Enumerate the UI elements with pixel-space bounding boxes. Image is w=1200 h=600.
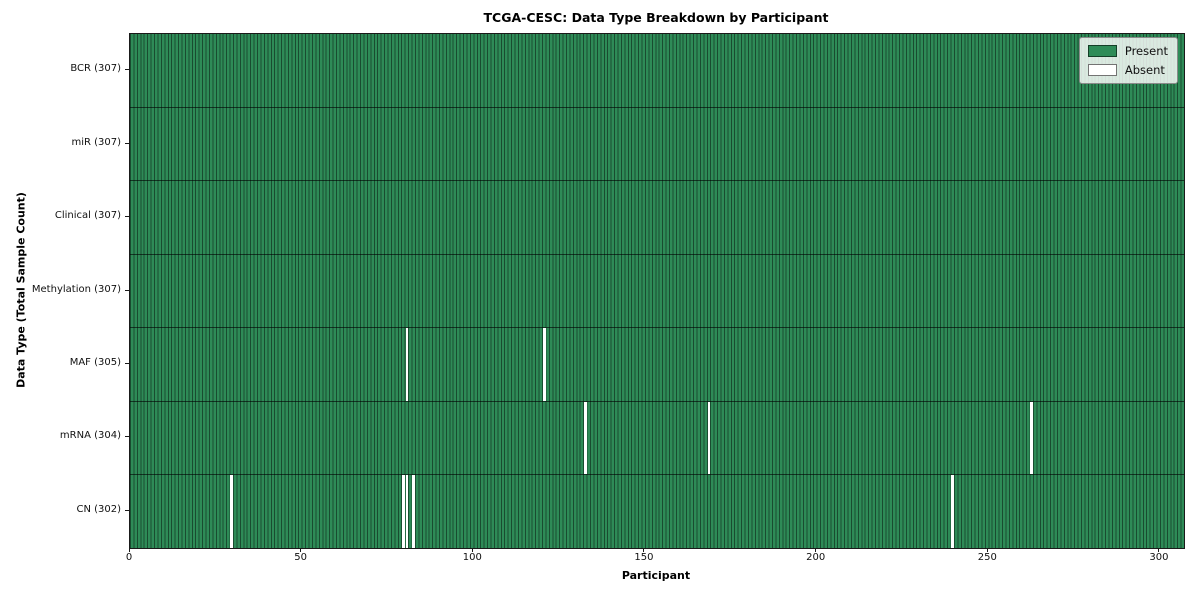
legend-item-present: Present: [1087, 44, 1168, 58]
absent-cell: [1030, 401, 1034, 475]
legend-item-absent: Absent: [1087, 63, 1168, 77]
x-tick-mark: [1158, 548, 1160, 552]
y-tick-label: Clinical (307): [54, 210, 121, 222]
heatmap-row-cn: [130, 474, 1184, 549]
heatmap-row-clinical: [130, 180, 1184, 254]
legend-label: Absent: [1124, 63, 1165, 77]
y-tick-mark: [125, 142, 129, 144]
legend: Present Absent: [1078, 37, 1178, 84]
x-tick-label: 150: [634, 552, 654, 563]
x-axis-label: Participant: [621, 569, 691, 582]
absent-cell: [707, 401, 711, 475]
absent-cell: [405, 328, 409, 401]
x-tick-label: 250: [977, 552, 997, 563]
y-tick-label: mRNA (304): [59, 430, 121, 442]
absent-cell: [412, 475, 416, 549]
absent-cell: [405, 475, 409, 549]
x-tick-mark: [471, 548, 473, 552]
heatmap-row-mrna: [130, 400, 1184, 475]
y-tick-mark: [125, 69, 129, 71]
x-tick-label: 300: [1149, 552, 1169, 563]
y-tick-label: CN (302): [76, 503, 121, 515]
x-tick-mark: [300, 548, 302, 552]
y-tick-label: miR (307): [71, 136, 121, 148]
legend-swatch-present: [1087, 45, 1117, 57]
y-tick-label: Methylation (307): [31, 283, 121, 295]
x-tick-label: 100: [462, 552, 482, 563]
y-tick-mark: [125, 509, 129, 511]
x-tick-label: 50: [294, 552, 308, 563]
x-tick-label: 200: [806, 552, 826, 563]
heatmap-row-methylation: [130, 253, 1184, 328]
heatmap-row-maf: [130, 327, 1184, 401]
absent-cell: [230, 475, 234, 549]
x-tick-mark: [643, 548, 645, 552]
legend-label: Present: [1124, 44, 1168, 58]
y-tick-label: BCR (307): [70, 63, 121, 75]
heatmap-rows: [130, 34, 1184, 549]
x-tick-mark: [986, 548, 988, 552]
y-tick-mark: [125, 362, 129, 364]
absent-cell: [951, 475, 955, 549]
y-tick-mark: [125, 216, 129, 218]
legend-swatch-absent: [1087, 64, 1117, 76]
y-tick-label: MAF (305): [69, 356, 121, 368]
y-tick-mark: [125, 289, 129, 291]
absent-cell: [542, 328, 546, 401]
x-tick-mark: [128, 548, 130, 552]
heatmap-row-bcr: [130, 34, 1184, 107]
x-tick-label: 0: [125, 552, 133, 563]
y-tick-mark: [125, 436, 129, 438]
plot-area: Present Absent: [129, 33, 1185, 549]
heatmap-row-mir: [130, 106, 1184, 181]
absent-cell: [584, 401, 587, 475]
x-tick-mark: [815, 548, 817, 552]
absent-cell: [402, 475, 405, 549]
chart-title: TCGA-CESC: Data Type Breakdown by Partic…: [483, 10, 829, 25]
